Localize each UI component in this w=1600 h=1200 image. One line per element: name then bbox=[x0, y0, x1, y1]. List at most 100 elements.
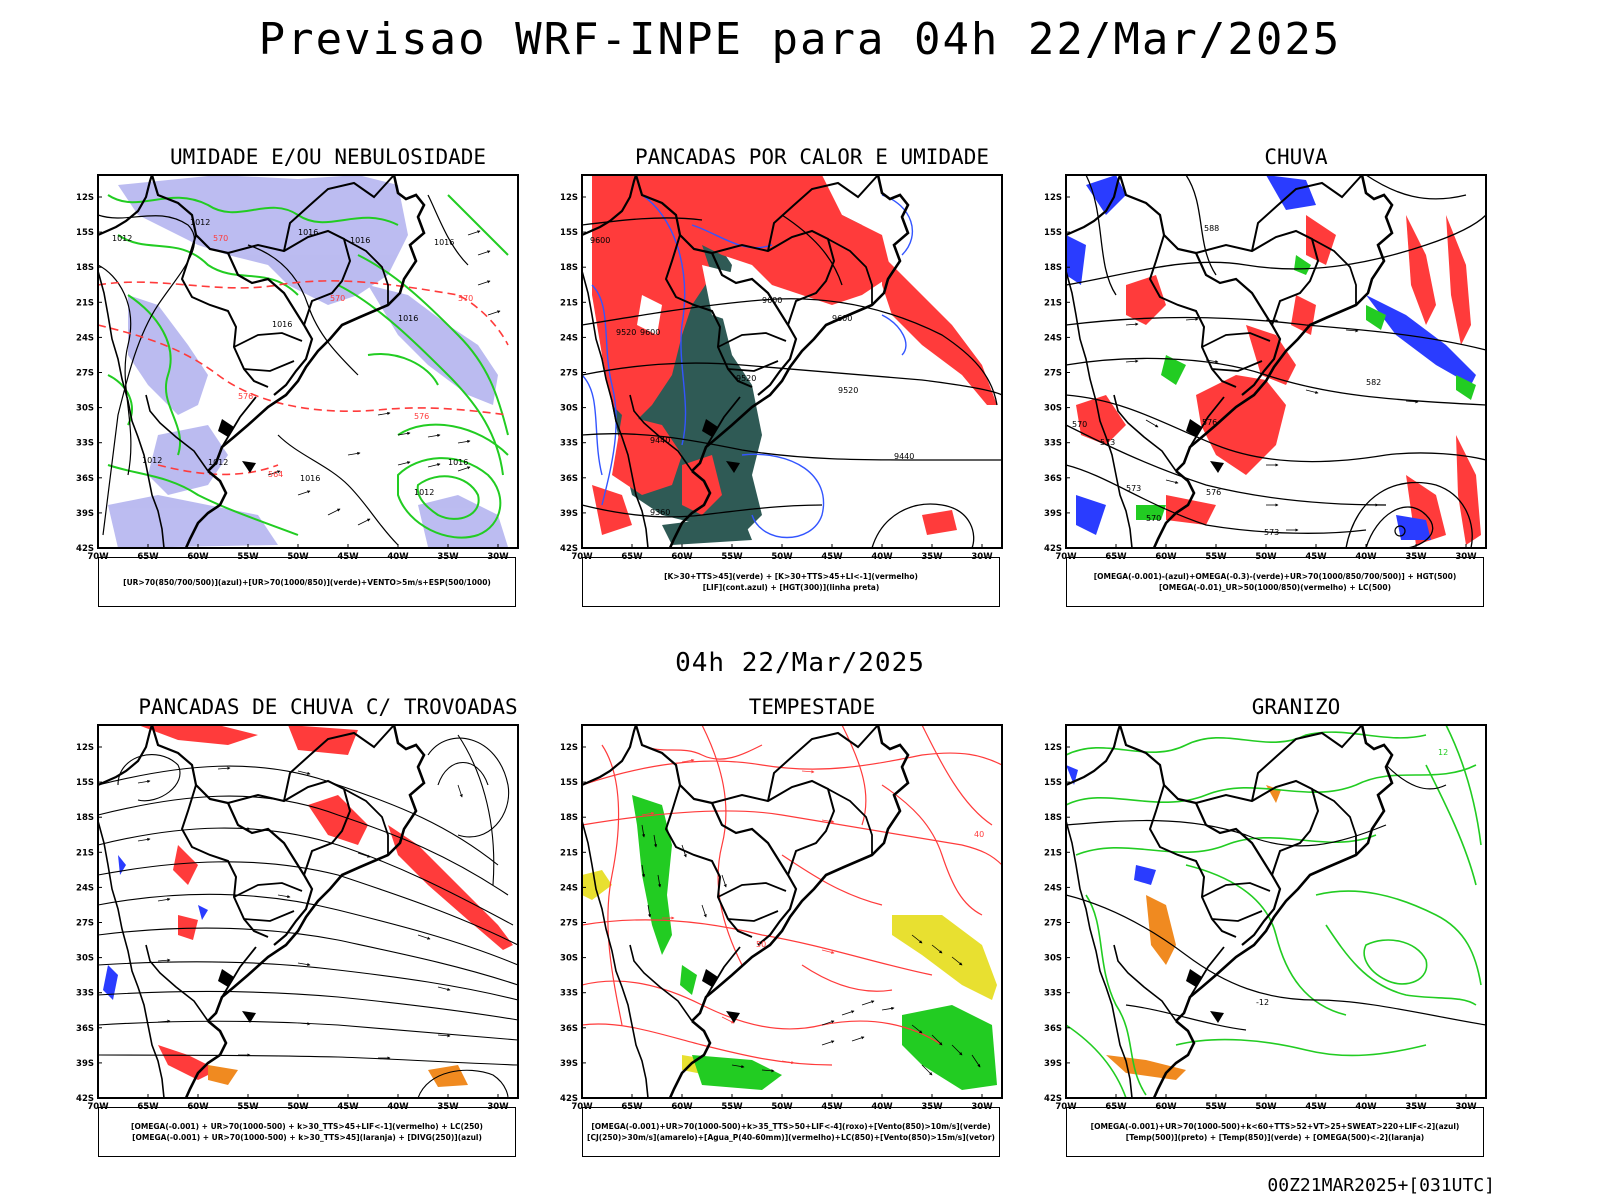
contour-label: 9520 bbox=[838, 386, 858, 395]
contour-label: 576 bbox=[1202, 418, 1217, 427]
legend-box: [OMEGA(-0.001)+UR>70(1000-500)+k<60+TTS>… bbox=[1066, 1107, 1484, 1157]
lat-tick-label: 24S bbox=[1044, 333, 1062, 343]
contour-label: 9600 bbox=[762, 296, 782, 305]
lat-tick-label: 21S bbox=[1044, 848, 1062, 858]
contour-label: 9360 bbox=[650, 508, 670, 517]
legend-line: [OMEGA(-0.001)-(azul)+OMEGA(-0.3)-(verde… bbox=[1093, 572, 1457, 581]
lat-tick-label: 27S bbox=[560, 919, 578, 929]
lat-tick-label: 18S bbox=[560, 813, 578, 823]
red-contour-label: 570 bbox=[330, 294, 345, 303]
contour-label: 12 bbox=[1438, 748, 1448, 757]
lat-tick-label: 39S bbox=[76, 509, 94, 519]
contour-label: 576 bbox=[1206, 488, 1221, 497]
panel-title: UMIDADE E/OU NEBULOSIDADE bbox=[169, 145, 487, 169]
lat-tick-label: 39S bbox=[1044, 1059, 1062, 1069]
panel-title: PANCADAS DE CHUVA C/ TROVOADAS bbox=[138, 695, 518, 719]
legend-line: [OMEGA(-0.001)+UR>70(1000-500)+k<60+TTS>… bbox=[1090, 1122, 1460, 1131]
map-tempestade[interactable]: 50 40 12S15S18S21S24S27S30S33S36S39S42S … bbox=[560, 723, 1003, 1112]
contour-label: 9520 bbox=[616, 328, 636, 337]
legend-box: [K>30+TTS>45](verde) + [K>30+TTS>45+LI<-… bbox=[582, 557, 1000, 607]
lat-tick-label: 39S bbox=[560, 509, 578, 519]
lat-tick-label: 24S bbox=[76, 883, 94, 893]
lat-tick-label: 18S bbox=[560, 263, 578, 273]
lat-tick-label: 30S bbox=[560, 954, 578, 964]
contour-label: 1016 bbox=[434, 238, 454, 247]
contour-label: 573 bbox=[1100, 438, 1115, 447]
lat-tick-label: 33S bbox=[560, 439, 578, 449]
contour-label: 1012 bbox=[190, 218, 210, 227]
contour-label: 573 bbox=[1264, 528, 1279, 537]
map-umidade[interactable]: 1012 1016 1016 1016 1012 1016 1016 1012 … bbox=[76, 173, 519, 562]
lat-tick-label: 36S bbox=[1044, 474, 1062, 484]
panel-title: GRANIZO bbox=[1251, 695, 1341, 719]
lat-tick-label: 18S bbox=[76, 813, 94, 823]
lat-tick-label: 42S bbox=[1044, 544, 1062, 554]
lat-tick-label: 21S bbox=[76, 848, 94, 858]
lat-tick-label: 21S bbox=[560, 298, 578, 308]
lat-tick-label: 36S bbox=[76, 474, 94, 484]
contour-label: 9600 bbox=[832, 314, 852, 323]
page-title: Previsao WRF-INPE para 04h 22/Mar/2025 bbox=[258, 14, 1342, 65]
legend-line: [Temp(500)](preto) + [Temp(850)](verde) … bbox=[1125, 1133, 1425, 1142]
lat-tick-label: 12S bbox=[560, 743, 578, 753]
lat-tick-label: 24S bbox=[560, 333, 578, 343]
lat-tick-label: 33S bbox=[76, 989, 94, 999]
lat-tick-label: 36S bbox=[560, 1024, 578, 1034]
legend-box: [OMEGA(-0.001)-(azul)+OMEGA(-0.3)-(verde… bbox=[1066, 557, 1484, 607]
legend-line: [LIF](cont.azul) + [HGT(300)](linha pret… bbox=[702, 583, 880, 592]
lat-tick-label: 27S bbox=[76, 369, 94, 379]
legend-line: [OMEGA(-0.001) + UR>70(1000-500) + k>30_… bbox=[132, 1133, 482, 1142]
panel-pancadas-calor: PANCADAS POR CALOR E UMIDADE bbox=[552, 145, 1072, 635]
lat-tick-label: 33S bbox=[1044, 439, 1062, 449]
lat-tick-label: 24S bbox=[1044, 883, 1062, 893]
red-contour-label: 564 bbox=[268, 470, 283, 479]
lat-tick-label: 42S bbox=[560, 544, 578, 554]
map-chuva[interactable]: 588 582 576 573 570 573 576 570 573 12S 1… bbox=[1044, 173, 1487, 562]
lat-tick-label: 33S bbox=[1044, 989, 1062, 999]
panel-title: PANCADAS POR CALOR E UMIDADE bbox=[634, 145, 989, 169]
lat-tick-label: 18S bbox=[76, 263, 94, 273]
contour-label: 9600 bbox=[640, 328, 660, 337]
contour-label: 40 bbox=[974, 830, 984, 839]
red-contour-label: 576 bbox=[238, 392, 253, 401]
legend-line: [CJ(250)>30m/s](amarelo)+[Agua_P(40-60mm… bbox=[587, 1133, 995, 1142]
legend-line: [OMEGA(-0.01)_UR>50(1000/850)(vermelho) … bbox=[1158, 583, 1392, 592]
map-granizo[interactable]: -12 12 12S 15S 18S 21S 24S 27S 30S 33S 36S 39S 42S… bbox=[1044, 723, 1487, 1112]
red-contour-label: 576 bbox=[414, 412, 429, 421]
lat-tick-label: 30S bbox=[76, 404, 94, 414]
lat-tick-label: 36S bbox=[560, 474, 578, 484]
legend-line: [K>30+TTS>45](verde) + [K>30+TTS>45+LI<-… bbox=[664, 572, 918, 581]
lat-tick-label: 18S bbox=[1044, 263, 1062, 273]
lat-tick-label: 42S bbox=[76, 1094, 94, 1104]
lat-tick-label: 39S bbox=[560, 1059, 578, 1069]
contour-label: 570 bbox=[1072, 420, 1087, 429]
lat-tick-label: 12S bbox=[560, 193, 578, 203]
legend-line: [UR>70(850/700/500)](azul)+[UR>70(1000/8… bbox=[123, 577, 491, 587]
lat-tick-label: 21S bbox=[76, 298, 94, 308]
lat-tick-label: 15S bbox=[76, 778, 94, 788]
contour-label: 9440 bbox=[894, 452, 914, 461]
lat-tick-label: 15S bbox=[560, 228, 578, 238]
lat-tick-label: 15S bbox=[1044, 228, 1062, 238]
panel-pancadas-trovoadas: PANCADAS DE CHUVA C/ TROVOADAS bbox=[68, 695, 588, 1185]
contour-label: 1012 bbox=[142, 456, 162, 465]
contour-label: 1016 bbox=[448, 458, 468, 467]
lat-tick-label: 21S bbox=[1044, 298, 1062, 308]
contour-label: 1016 bbox=[350, 236, 370, 245]
contour-label: 582 bbox=[1366, 378, 1381, 387]
contour-label: 9440 bbox=[650, 436, 670, 445]
lat-tick-label: 27S bbox=[1044, 919, 1062, 929]
lat-tick-label: 42S bbox=[76, 544, 94, 554]
lat-tick-label: 33S bbox=[76, 439, 94, 449]
panel-title: TEMPESTADE bbox=[748, 695, 876, 719]
lat-tick-label: 18S bbox=[1044, 813, 1062, 823]
lat-tick-label: 24S bbox=[560, 883, 578, 893]
lat-tick-label: 30S bbox=[1044, 404, 1062, 414]
lat-tick-label: 15S bbox=[560, 778, 578, 788]
contour-label: 1016 bbox=[298, 228, 318, 237]
panel-umidade: UMIDADE E/OU NEBULOSIDADE bbox=[68, 145, 588, 635]
legend-box: [UR>70(850/700/500)](azul)+[UR>70(1000/8… bbox=[98, 557, 516, 607]
map-pancadas-calor[interactable]: 9600 9600 9520 9600 9600 9520 9520 9440 … bbox=[560, 173, 1003, 562]
lat-tick-label: 30S bbox=[76, 954, 94, 964]
